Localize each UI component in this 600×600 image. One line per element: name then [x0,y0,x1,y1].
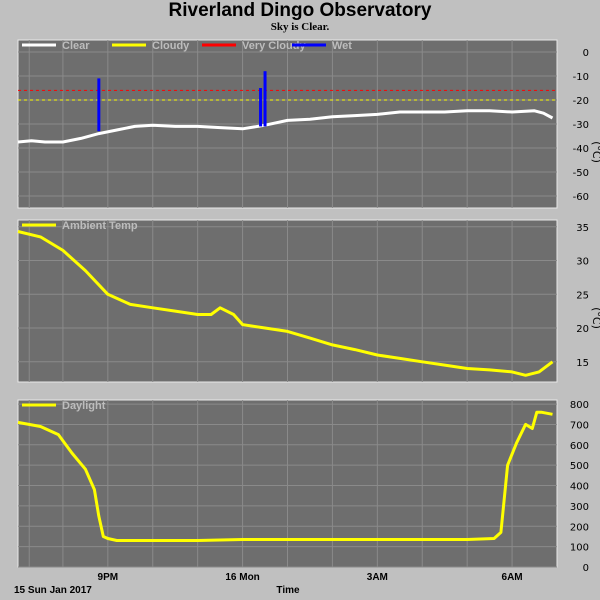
y-tick-label: -50 [573,168,589,179]
y-tick-label: 30 [576,257,589,268]
y-tick-label: 400 [570,482,589,493]
legend-label: Daylight [62,400,106,412]
x-axis: 15 Sun Jan 2017 Time 9PM 16 Mon 3AM 6AM [14,572,523,596]
x-date-label: 15 Sun Jan 2017 [14,585,92,596]
y-tick-label: 20 [576,324,589,335]
y-tick-label: 500 [570,461,589,472]
y-tick-label: -40 [573,144,589,155]
legend-label: Clear [62,40,90,52]
y-tick-label: 35 [576,223,589,234]
y-tick-label: -20 [573,96,589,107]
y-tick-label: 0 [583,48,589,59]
series-line [17,109,554,144]
x-tick-label: 3AM [367,572,388,583]
y-axis-unit-label: (°C) [590,307,600,329]
y-tick-label: 0 [583,563,589,574]
y-tick-label: 200 [570,522,589,533]
legend-label: Ambient Temp [62,220,138,232]
legend-label: Very Cloudy [242,40,306,52]
y-tick-label: 15 [576,358,589,369]
legend-label: Wet [332,40,352,52]
sky-status: Sky is Clear. [270,21,330,33]
y-tick-label: 300 [570,502,589,513]
y-tick-label: -60 [573,192,589,203]
y-axis-unit-label: (°C) [590,141,600,163]
sky-panel: 0 -10 -20 -30 -40 -50 -60 (°C) Clear Cloudy Very C… [17,39,600,209]
page-title: Riverland Dingo Observatory [168,0,432,21]
daylight-panel: 800 700 600 500 400 300 200 100 0 Daylight [17,399,589,574]
y-tick-label: 800 [570,400,589,411]
y-tick-label: 700 [570,420,589,431]
y-tick-label: 25 [576,290,589,301]
y-tick-label: 100 [570,543,589,554]
x-tick-label: 9PM [98,572,119,583]
ambient-panel: 35 30 25 20 15 (°C) Ambient Temp [17,219,600,383]
y-tick-label: -10 [573,72,589,83]
series-line [17,410,553,542]
series-line [17,230,554,377]
x-axis-title: Time [276,585,300,596]
x-tick-label: 16 Mon [225,572,259,583]
legend-label: Cloudy [152,40,190,52]
x-tick-label: 6AM [502,572,523,583]
y-tick-label: 600 [570,441,589,452]
y-tick-label: -30 [573,120,589,131]
